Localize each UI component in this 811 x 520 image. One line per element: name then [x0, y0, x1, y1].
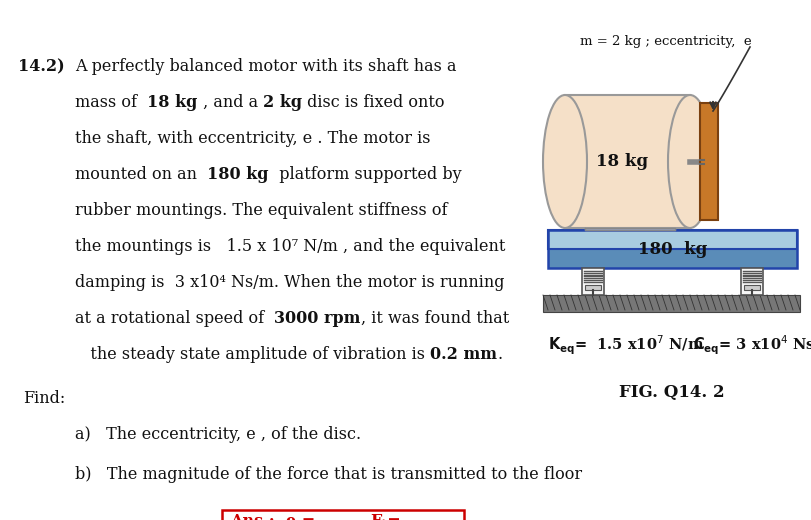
Bar: [744, 285, 760, 290]
Ellipse shape: [543, 95, 587, 228]
Bar: [700, 103, 718, 220]
Text: $\mathbf{C_{eq}}$= 3 x10$^4$ Ns/m: $\mathbf{C_{eq}}$= 3 x10$^4$ Ns/m: [693, 334, 811, 357]
Text: 180  kg: 180 kg: [637, 240, 707, 257]
Bar: [222, 510, 464, 520]
Text: 3000 rpm: 3000 rpm: [274, 310, 361, 327]
Bar: [548, 249, 797, 268]
Ellipse shape: [668, 95, 712, 228]
Text: FIG. Q14. 2: FIG. Q14. 2: [619, 384, 725, 401]
Text: Ans :  e =: Ans : e =: [230, 513, 315, 520]
Bar: [543, 295, 800, 312]
Text: , it was found that: , it was found that: [361, 310, 509, 327]
Bar: [585, 285, 601, 290]
Text: 14.2): 14.2): [18, 58, 65, 75]
Text: b)   The magnitude of the force that is transmitted to the floor: b) The magnitude of the force that is tr…: [75, 466, 582, 483]
Text: 18 kg: 18 kg: [596, 153, 649, 170]
Text: 2 kg: 2 kg: [263, 94, 302, 111]
Text: 0.2 mm: 0.2 mm: [430, 346, 497, 363]
Text: at a rotational speed of: at a rotational speed of: [75, 310, 274, 327]
Text: the mountings is   1.5 x 10⁷ N/m , and the equivalent: the mountings is 1.5 x 10⁷ N/m , and the…: [75, 238, 505, 255]
Text: 180 kg: 180 kg: [208, 166, 268, 183]
Text: .: .: [497, 346, 502, 363]
Bar: [548, 230, 797, 268]
Text: A perfectly balanced motor with its shaft has a: A perfectly balanced motor with its shaf…: [75, 58, 457, 75]
Text: 18 kg: 18 kg: [148, 94, 198, 111]
Text: rubber mountings. The equivalent stiffness of: rubber mountings. The equivalent stiffne…: [75, 202, 448, 219]
Bar: [565, 95, 690, 228]
Text: the steady state amplitude of vibration is: the steady state amplitude of vibration …: [75, 346, 430, 363]
Text: Find:: Find:: [23, 390, 65, 407]
Bar: [741, 268, 763, 295]
Text: disc is fixed onto: disc is fixed onto: [302, 94, 444, 111]
Text: , and a: , and a: [198, 94, 263, 111]
Text: $\mathbf{K_{eq}}$=  1.5 x10$^7$ N/m: $\mathbf{K_{eq}}$= 1.5 x10$^7$ N/m: [548, 334, 705, 357]
Polygon shape: [585, 228, 675, 230]
Text: the shaft, with eccentricity, e . The motor is: the shaft, with eccentricity, e . The mo…: [75, 130, 431, 147]
Text: Fₜ=: Fₜ=: [370, 513, 401, 520]
Bar: [548, 230, 797, 249]
Text: m = 2 kg ; eccentricity,  e: m = 2 kg ; eccentricity, e: [580, 35, 752, 48]
Bar: [582, 268, 604, 295]
Text: platform supported by: platform supported by: [268, 166, 461, 183]
Text: damping is  3 x10⁴ Ns/m. When the motor is running: damping is 3 x10⁴ Ns/m. When the motor i…: [75, 274, 504, 291]
Text: mounted on an: mounted on an: [75, 166, 208, 183]
Text: a)   The eccentricity, e , of the disc.: a) The eccentricity, e , of the disc.: [75, 426, 361, 443]
Text: mass of: mass of: [75, 94, 148, 111]
